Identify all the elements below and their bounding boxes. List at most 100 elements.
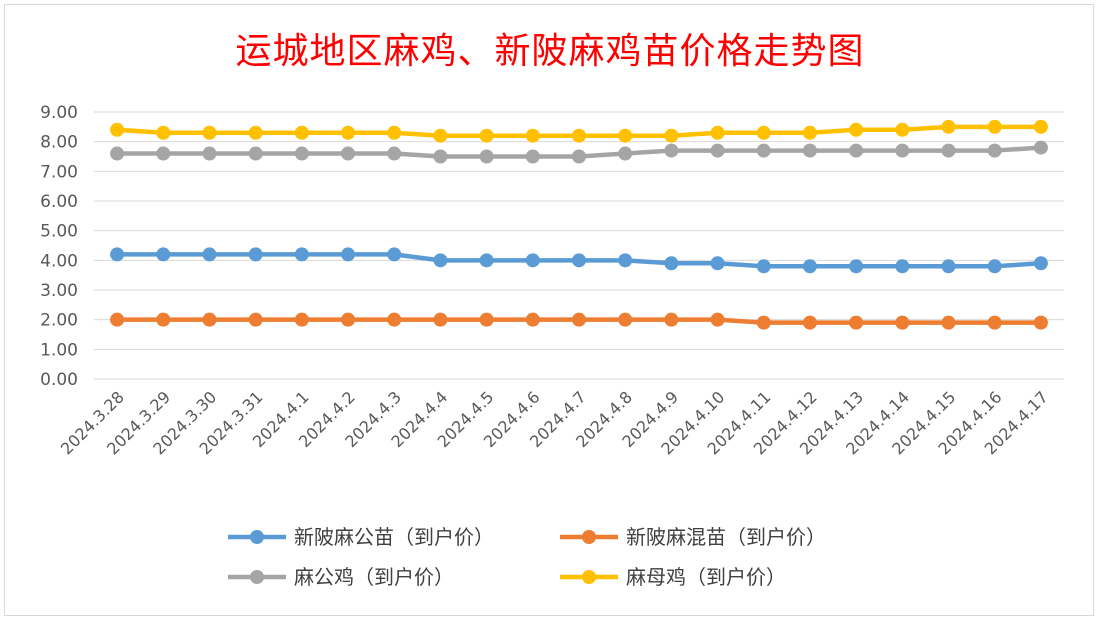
chart-title: 运城地区麻鸡、新陂麻鸡苗价格走势图 — [235, 31, 865, 72]
data-point — [802, 143, 817, 158]
data-point — [1033, 256, 1048, 271]
data-point — [849, 122, 864, 137]
data-point — [479, 149, 494, 164]
data-point — [202, 146, 217, 161]
series-group — [110, 119, 1048, 330]
data-point — [572, 253, 586, 268]
data-point — [294, 312, 309, 327]
data-point — [202, 312, 217, 327]
y-tick-label: 2.00 — [40, 311, 78, 331]
data-point — [294, 125, 309, 140]
data-point — [248, 247, 263, 262]
data-point — [1033, 315, 1048, 330]
y-axis: 0.00 1.00 2.00 3.00 4.00 5.00 6.00 7.00 8.00 9.00 — [40, 103, 78, 390]
y-tick-label: 9.00 — [40, 103, 78, 123]
data-point — [387, 146, 402, 161]
data-point — [802, 125, 817, 140]
data-point — [710, 125, 725, 140]
data-point — [941, 143, 956, 158]
data-point — [1033, 119, 1048, 134]
y-tick-label: 5.00 — [40, 222, 78, 242]
data-point — [525, 253, 540, 268]
data-point — [941, 315, 956, 330]
data-point — [710, 143, 725, 158]
data-point — [1033, 140, 1048, 155]
data-point — [987, 315, 1002, 330]
data-point — [248, 125, 263, 140]
data-point — [618, 146, 633, 161]
data-point — [756, 125, 771, 140]
data-point — [110, 122, 125, 137]
data-point — [248, 146, 263, 161]
data-point — [110, 146, 125, 161]
data-point — [387, 125, 402, 140]
data-point — [572, 128, 586, 143]
y-tick-label: 7.00 — [40, 162, 78, 182]
data-point — [294, 146, 309, 161]
data-point — [156, 312, 171, 327]
legend-label: 新陂麻公苗（到户价） — [294, 525, 494, 549]
y-tick-label: 4.00 — [40, 251, 78, 271]
data-point — [756, 143, 771, 158]
data-point — [387, 312, 402, 327]
legend-label: 麻公鸡（到户价） — [294, 565, 454, 589]
data-point — [433, 312, 448, 327]
data-point — [895, 122, 910, 137]
data-point — [756, 315, 771, 330]
data-point — [341, 125, 356, 140]
y-tick-label: 6.00 — [40, 192, 78, 212]
data-point — [941, 119, 956, 134]
data-point — [849, 259, 864, 274]
data-point — [710, 256, 725, 271]
data-point — [479, 128, 494, 143]
data-point — [756, 259, 771, 274]
data-point — [525, 128, 540, 143]
data-point — [387, 247, 402, 262]
data-point — [248, 312, 263, 327]
data-point — [525, 149, 540, 164]
chart-area — [4, 4, 1094, 616]
data-point — [941, 259, 956, 274]
data-point — [479, 312, 494, 327]
data-point — [572, 149, 586, 164]
x-axis: 2024.3.282024.3.292024.3.302024.3.312024… — [57, 387, 1052, 458]
data-point — [341, 247, 356, 262]
data-point — [849, 315, 864, 330]
y-tick-label: 1.00 — [40, 340, 78, 360]
data-point — [572, 312, 586, 327]
data-point — [294, 247, 309, 262]
legend-swatch-marker — [582, 530, 596, 544]
data-point — [849, 143, 864, 158]
data-point — [618, 312, 633, 327]
legend: 新陂麻公苗（到户价） 新陂麻混苗（到户价） 麻公鸡（到户价） 麻母鸡（到户价） — [228, 525, 826, 589]
data-point — [433, 253, 448, 268]
data-point — [110, 312, 125, 327]
data-point — [802, 315, 817, 330]
legend-label: 新陂麻混苗（到户价） — [626, 525, 826, 549]
data-point — [202, 125, 217, 140]
data-point — [987, 143, 1002, 158]
data-point — [895, 315, 910, 330]
data-point — [341, 146, 356, 161]
data-point — [110, 247, 125, 262]
y-tick-label: 3.00 — [40, 281, 78, 301]
data-point — [895, 143, 910, 158]
data-point — [341, 312, 356, 327]
data-point — [895, 259, 910, 274]
data-point — [664, 128, 679, 143]
data-point — [664, 256, 679, 271]
legend-swatch-marker — [582, 570, 596, 584]
data-point — [664, 312, 679, 327]
data-point — [433, 149, 448, 164]
data-point — [618, 253, 633, 268]
legend-swatch-marker — [250, 570, 264, 584]
y-tick-label: 0.00 — [40, 370, 78, 390]
y-tick-label: 8.00 — [40, 133, 78, 153]
data-point — [202, 247, 217, 262]
data-point — [802, 259, 817, 274]
legend-swatch-marker — [250, 530, 264, 544]
data-point — [618, 128, 633, 143]
data-point — [156, 146, 171, 161]
data-point — [664, 143, 679, 158]
